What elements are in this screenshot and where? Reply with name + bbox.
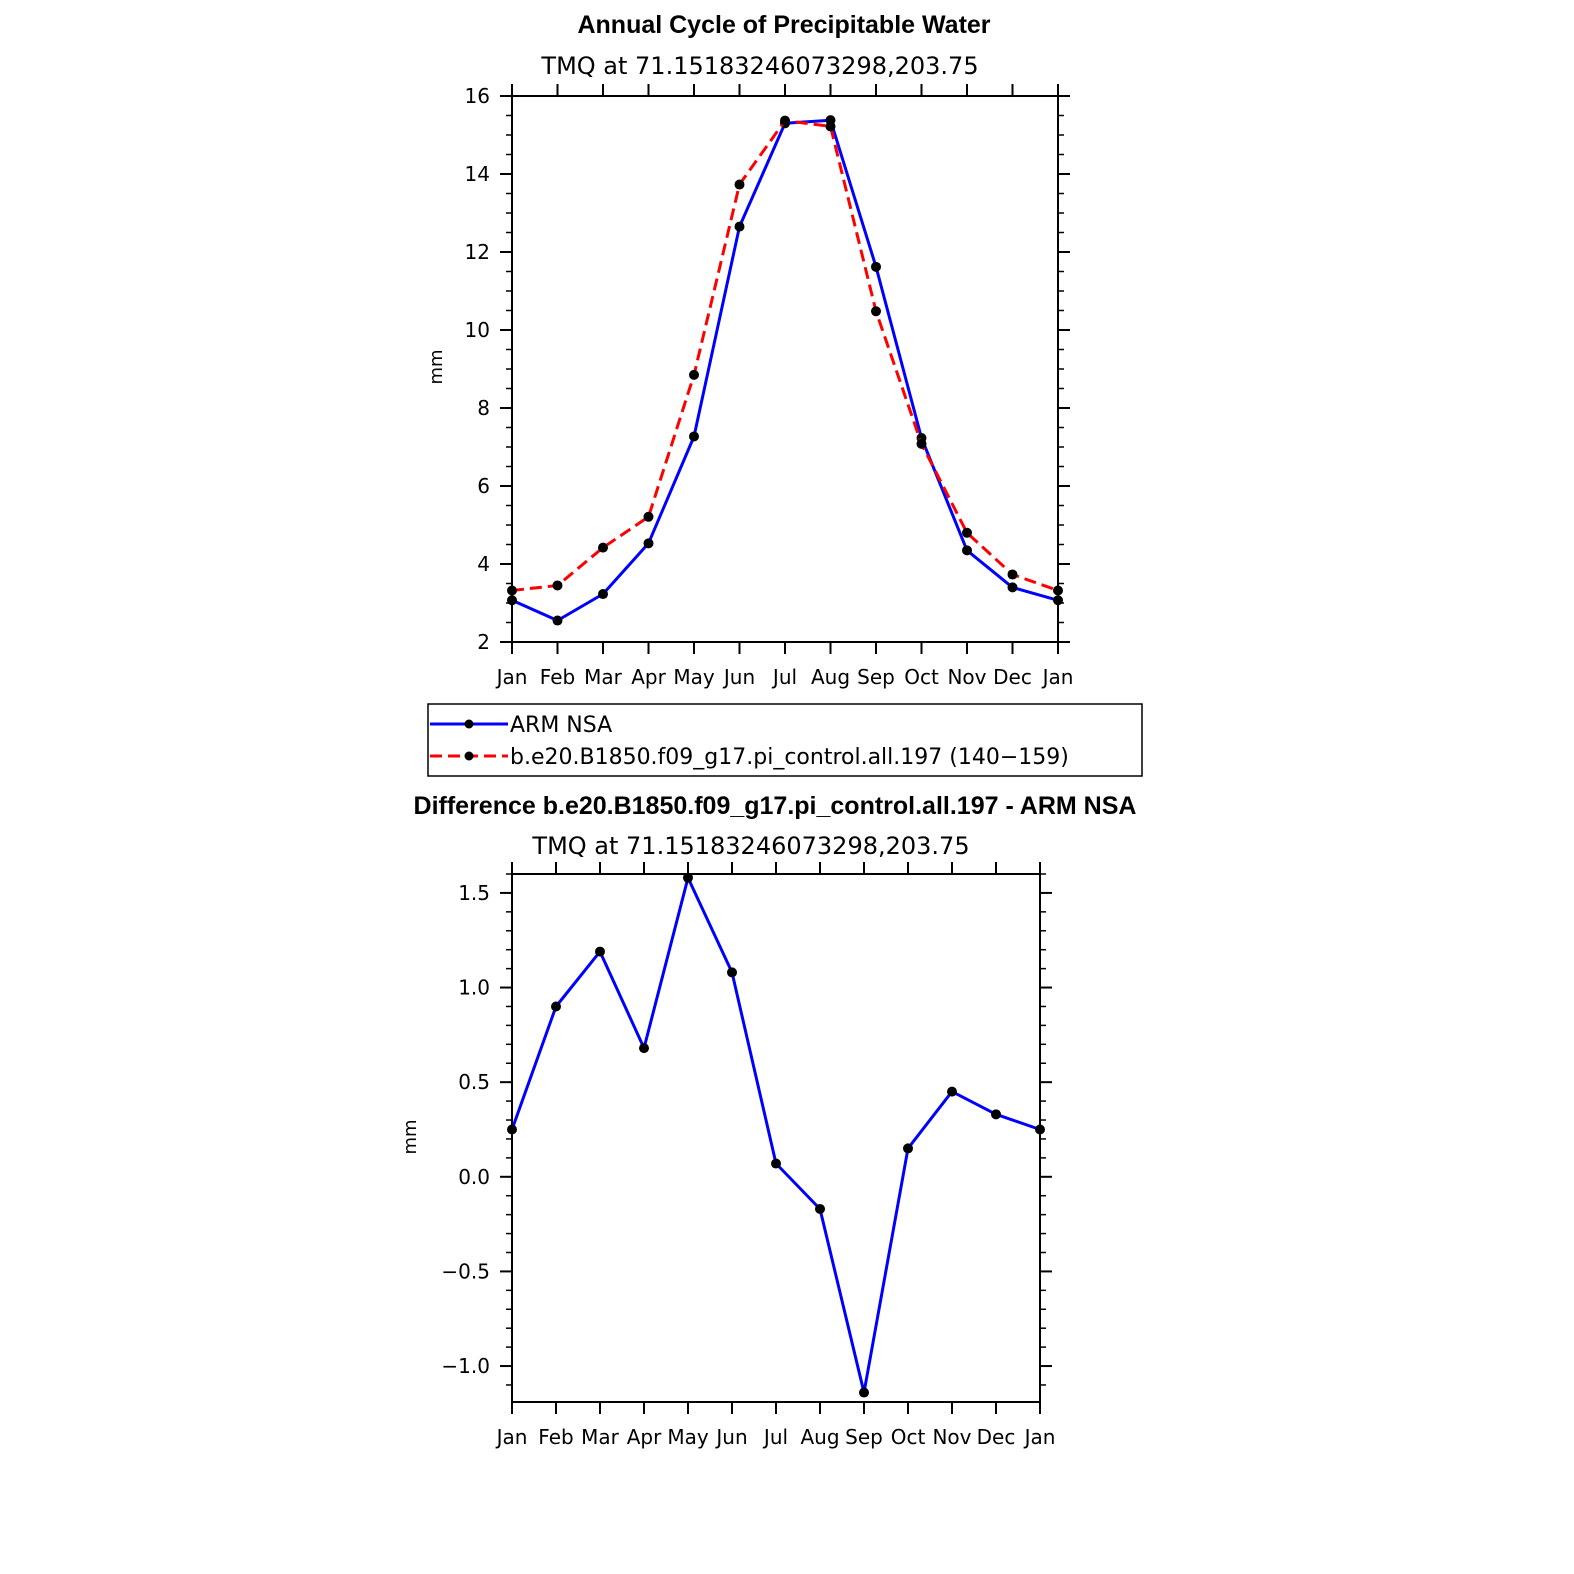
x-tick-label: Jun xyxy=(722,665,755,689)
chart-subtitle: TMQ at 71.15183246073298,203.75 xyxy=(540,52,978,80)
y-tick-label: −0.5 xyxy=(441,1259,490,1283)
y-tick-label: 4 xyxy=(477,552,490,576)
data-point xyxy=(1035,1124,1045,1135)
series-line-0 xyxy=(510,876,1041,1394)
data-point xyxy=(916,438,927,449)
x-tick-label: Jan xyxy=(495,665,528,689)
data-point xyxy=(639,1043,649,1054)
data-point xyxy=(1007,569,1018,580)
x-tick-label: Mar xyxy=(581,1425,620,1449)
data-point xyxy=(643,538,654,549)
data-point xyxy=(947,1086,957,1097)
legend-marker-arm-nsa xyxy=(464,719,474,729)
legend-box xyxy=(427,703,1143,777)
data-point xyxy=(871,306,881,317)
data-point xyxy=(507,1124,517,1135)
data-point xyxy=(683,872,693,883)
x-tick-label: Jun xyxy=(714,1425,747,1449)
x-tick-label: Jan xyxy=(495,1425,528,1449)
y-tick-label: −1.0 xyxy=(441,1354,490,1378)
legend-item-arm-nsa: ARM NSA xyxy=(510,713,612,738)
data-point xyxy=(551,1001,561,1012)
y-tick-label: 0.0 xyxy=(458,1165,490,1189)
y-tick-label: 12 xyxy=(465,240,490,264)
x-tick-label: Nov xyxy=(932,1425,971,1449)
data-point xyxy=(598,542,608,553)
data-point xyxy=(689,369,699,380)
x-tick-label: Dec xyxy=(993,665,1032,689)
data-point xyxy=(507,585,517,596)
series-line-0 xyxy=(511,118,1059,622)
data-point xyxy=(595,946,605,957)
y-tick-label: 8 xyxy=(477,396,490,420)
x-tick-label: Aug xyxy=(811,665,850,689)
x-tick-label: Sep xyxy=(857,665,895,689)
data-point xyxy=(552,615,563,626)
y-tick-label: 1.5 xyxy=(458,881,490,905)
chart-subtitle: TMQ at 71.15183246073298,203.75 xyxy=(531,832,969,860)
legend-item-model: b.e20.B1850.f09_g17.pi_control.all.197 (… xyxy=(510,745,1069,770)
data-point xyxy=(859,1387,869,1398)
plot-frame xyxy=(511,873,1041,1403)
x-tick-label: May xyxy=(667,1425,709,1449)
x-tick-label: Oct xyxy=(904,665,939,689)
data-point xyxy=(903,1143,913,1154)
chart-title: Annual Cycle of Precipitable Water xyxy=(577,11,990,39)
x-tick-label: Mar xyxy=(584,665,623,689)
x-tick-label: Sep xyxy=(845,1425,883,1449)
data-point xyxy=(689,431,699,442)
data-point xyxy=(962,545,972,556)
y-tick-label: 16 xyxy=(465,84,490,108)
x-tick-label: Dec xyxy=(977,1425,1016,1449)
data-point xyxy=(734,221,745,232)
chart-title: Difference b.e20.B1850.f09_g17.pi_contro… xyxy=(414,792,1137,820)
series-line-1 xyxy=(511,119,1059,592)
y-tick-label: 6 xyxy=(477,474,490,498)
plot-frame xyxy=(511,95,1059,643)
y-tick-label: 1.0 xyxy=(458,976,490,1000)
data-point xyxy=(598,589,608,600)
data-point xyxy=(1053,595,1063,606)
x-tick-label: Feb xyxy=(538,1425,573,1449)
data-point xyxy=(552,580,563,591)
y-tick-label: 0.5 xyxy=(458,1070,490,1094)
difference-chart: Difference b.e20.B1850.f09_g17.pi_contro… xyxy=(400,792,1136,1449)
y-tick-label: 2 xyxy=(477,630,490,654)
x-tick-label: Jan xyxy=(1023,1425,1056,1449)
data-point xyxy=(1007,582,1018,593)
x-tick-label: Jul xyxy=(762,1425,788,1449)
y-axis-label: mm xyxy=(400,1119,421,1154)
data-point xyxy=(1053,585,1063,596)
x-tick-label: Feb xyxy=(540,665,575,689)
data-point xyxy=(643,511,654,522)
x-tick-label: Aug xyxy=(800,1425,839,1449)
x-tick-label: Nov xyxy=(947,665,986,689)
y-tick-label: 14 xyxy=(465,162,490,186)
x-tick-label: Oct xyxy=(891,1425,926,1449)
legend: ARM NSA b.e20.B1850.f09_g17.pi_control.a… xyxy=(427,703,1143,777)
x-tick-label: Jul xyxy=(771,665,797,689)
data-point xyxy=(871,261,881,272)
x-tick-label: May xyxy=(673,665,715,689)
x-tick-label: Jan xyxy=(1041,665,1074,689)
data-point xyxy=(780,115,790,126)
data-point xyxy=(962,527,972,538)
x-tick-label: Apr xyxy=(627,1425,662,1449)
plot-area: Jan Feb Mar Apr May Jun Jul Aug Sep Oct Nov Dec Jan2… xyxy=(465,84,1074,689)
data-point xyxy=(991,1109,1001,1120)
y-tick-label: 10 xyxy=(465,318,490,342)
data-point xyxy=(734,179,745,190)
legend-marker-model xyxy=(464,751,474,761)
y-axis-label: mm xyxy=(426,349,447,384)
data-point xyxy=(771,1158,781,1169)
data-point xyxy=(507,595,517,606)
x-tick-label: Apr xyxy=(631,665,666,689)
data-point xyxy=(815,1203,825,1214)
annual-cycle-chart: Annual Cycle of Precipitable Water TMQ a… xyxy=(426,11,1073,689)
plot-area: Jan Feb Mar Apr May Jun Jul Aug Sep Oct Nov Dec Jan −… xyxy=(441,862,1055,1449)
data-point xyxy=(727,967,737,978)
data-point xyxy=(825,121,836,132)
